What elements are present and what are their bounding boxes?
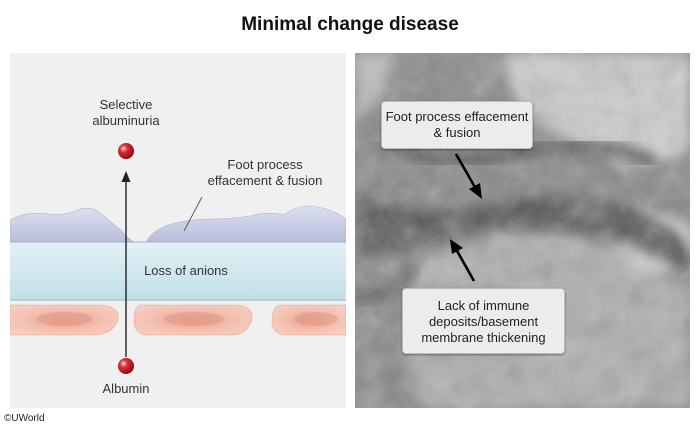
- albumin-bottom: [118, 358, 134, 374]
- loss-of-anions-label: Loss of anions: [144, 263, 228, 278]
- figure-title: Minimal change disease: [241, 14, 459, 35]
- albumin-label: Albumin: [102, 381, 150, 396]
- copyright-notice: ©UWorld: [4, 413, 45, 424]
- electron-micrograph: Foot process effacement & fusion Lack of…: [355, 53, 690, 408]
- basement-membrane-arrowhead: [450, 239, 463, 254]
- filtration-arrowhead: [121, 171, 131, 182]
- basement-membrane: [10, 242, 346, 300]
- foot-process-label: Foot process effacement & fusion: [207, 157, 323, 188]
- schematic-panel: Selective albuminuria Foot process effac…: [10, 53, 346, 408]
- selective-albuminuria-label: Selective albuminuria: [92, 97, 160, 128]
- foot-process-arrowhead: [469, 183, 482, 199]
- foot-process-left: [10, 207, 135, 243]
- immune-deposits-callout: Lack of immune deposits/basement membran…: [402, 288, 565, 354]
- foot-process-arrow: [454, 153, 478, 190]
- schematic-drawing: [10, 143, 346, 374]
- albumin-top: [118, 143, 134, 159]
- foot-process-right: [145, 205, 346, 243]
- foot-process-callout: Foot process effacement & fusion: [381, 101, 533, 149]
- foot-label-leader: [183, 196, 203, 232]
- basement-membrane-arrow: [454, 248, 476, 282]
